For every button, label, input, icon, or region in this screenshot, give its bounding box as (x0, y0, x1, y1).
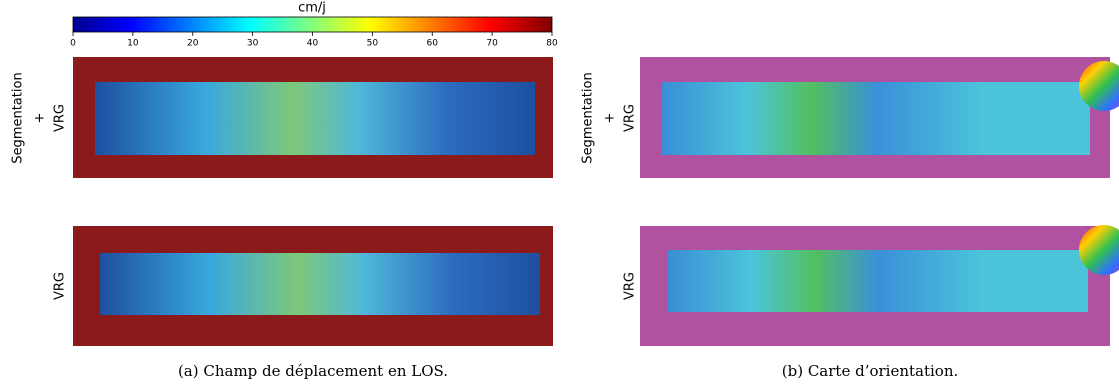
tick-label: 10 (127, 39, 139, 49)
colorbar-label: cm/j (298, 1, 326, 16)
color-wheel (1079, 61, 1119, 111)
row-label: + (33, 113, 48, 124)
tick-label: 0 (70, 39, 76, 49)
tick-label: 80 (546, 39, 558, 49)
image (662, 82, 1090, 155)
tick-label: 50 (367, 39, 379, 49)
caption: (b) Carte d’orientation. (782, 362, 959, 380)
row-label: VRG (53, 272, 68, 300)
row-label: VRG (623, 272, 638, 300)
image (668, 250, 1088, 312)
tick-label: 40 (307, 39, 319, 49)
caption: (a) Champ de déplacement en LOS. (178, 362, 448, 380)
row-label: Segmentation (11, 72, 26, 163)
image (100, 253, 540, 315)
row-label: + (603, 113, 618, 124)
row-label: Segmentation (581, 72, 596, 163)
tick-label: 20 (187, 39, 199, 49)
tick-label: 30 (247, 39, 259, 49)
row-label: VRG (623, 104, 638, 132)
tick-label: 70 (486, 39, 498, 49)
row-label: VRG (53, 104, 68, 132)
colorbar (72, 16, 553, 33)
image (95, 82, 535, 155)
tick-label: 60 (427, 39, 439, 49)
color-wheel (1079, 225, 1119, 275)
